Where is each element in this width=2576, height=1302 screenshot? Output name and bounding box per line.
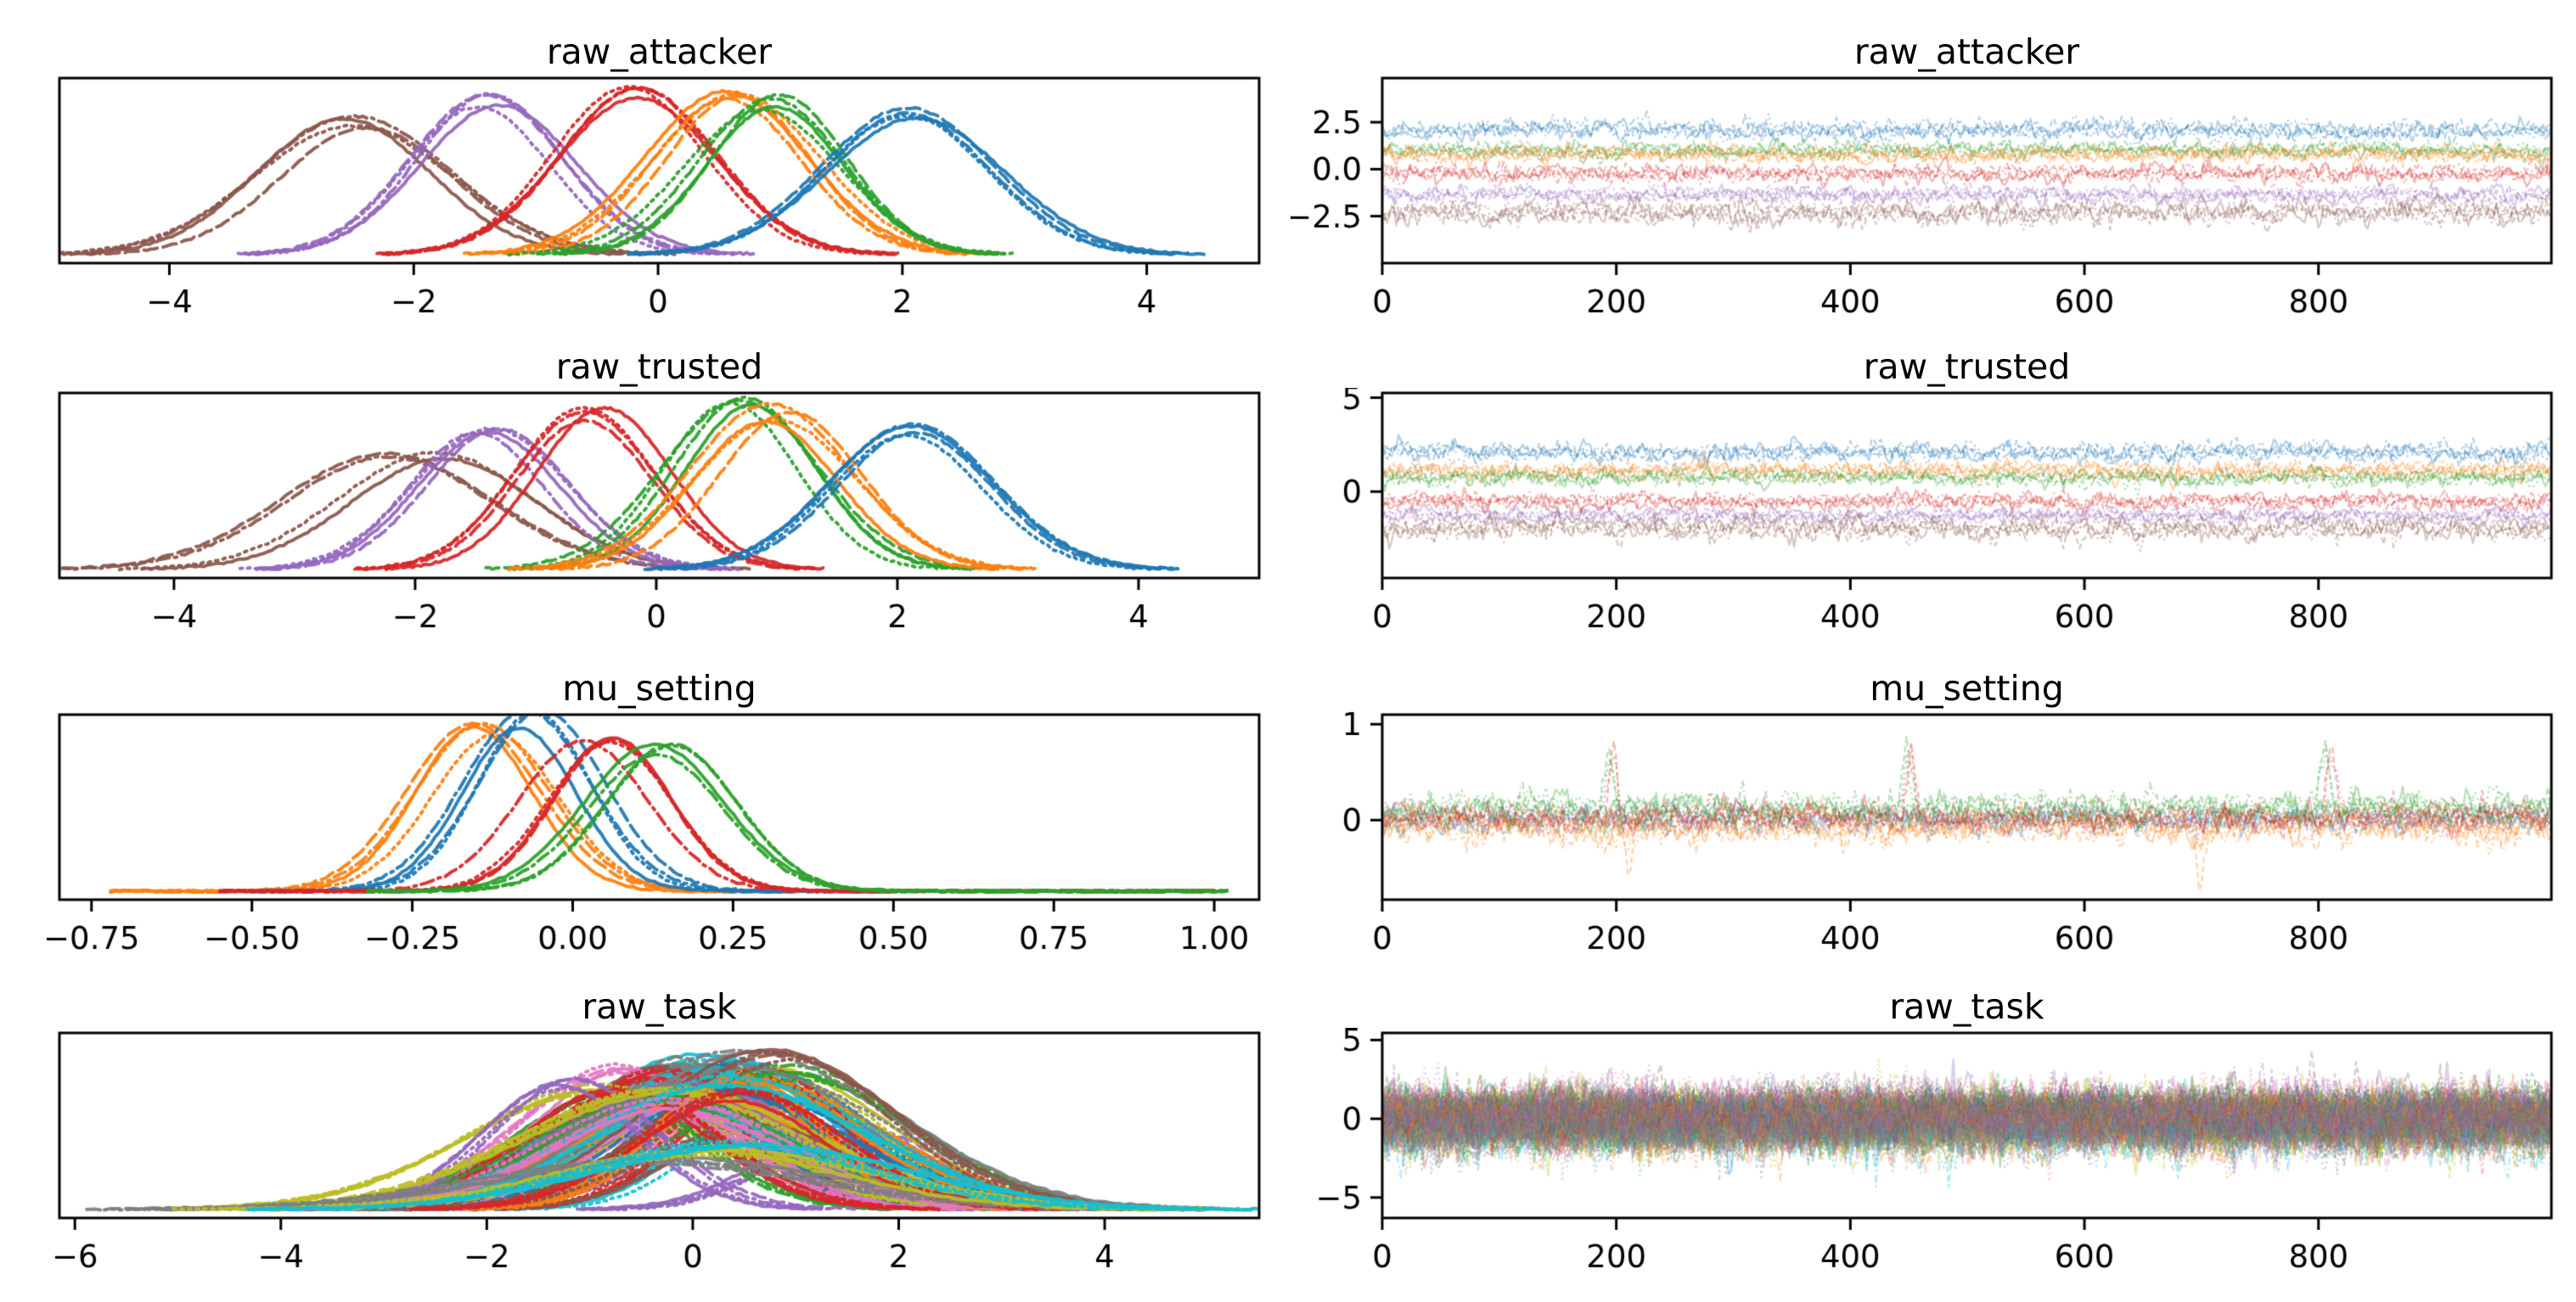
trace-plot-raw-attacker (1291, 73, 2576, 331)
subplot-title-trace-raw-trusted: raw_trusted (1863, 346, 2071, 387)
subplot-title-kde-raw-task: raw_task (582, 986, 737, 1027)
subplot-title-trace-raw-attacker: raw_attacker (1853, 31, 2080, 72)
subplot-title-trace-raw-task: raw_task (1889, 986, 2044, 1027)
subplot-title-trace-mu-setting: mu_setting (1870, 668, 2064, 709)
trace-plot-mu-setting (1291, 710, 2576, 968)
kde-plot-raw-attacker (0, 73, 1291, 331)
kde-plot-mu-setting (0, 710, 1291, 968)
trace-plot-raw-trusted (1291, 388, 2576, 646)
subplot-title-kde-raw-trusted: raw_trusted (555, 346, 763, 387)
subplot-title-kde-mu-setting: mu_setting (562, 668, 756, 709)
trace-plot-raw-task (1291, 1028, 2576, 1286)
kde-plot-raw-trusted (0, 388, 1291, 646)
kde-plot-raw-task (0, 1028, 1291, 1286)
subplot-title-kde-raw-attacker: raw_attacker (546, 31, 773, 72)
